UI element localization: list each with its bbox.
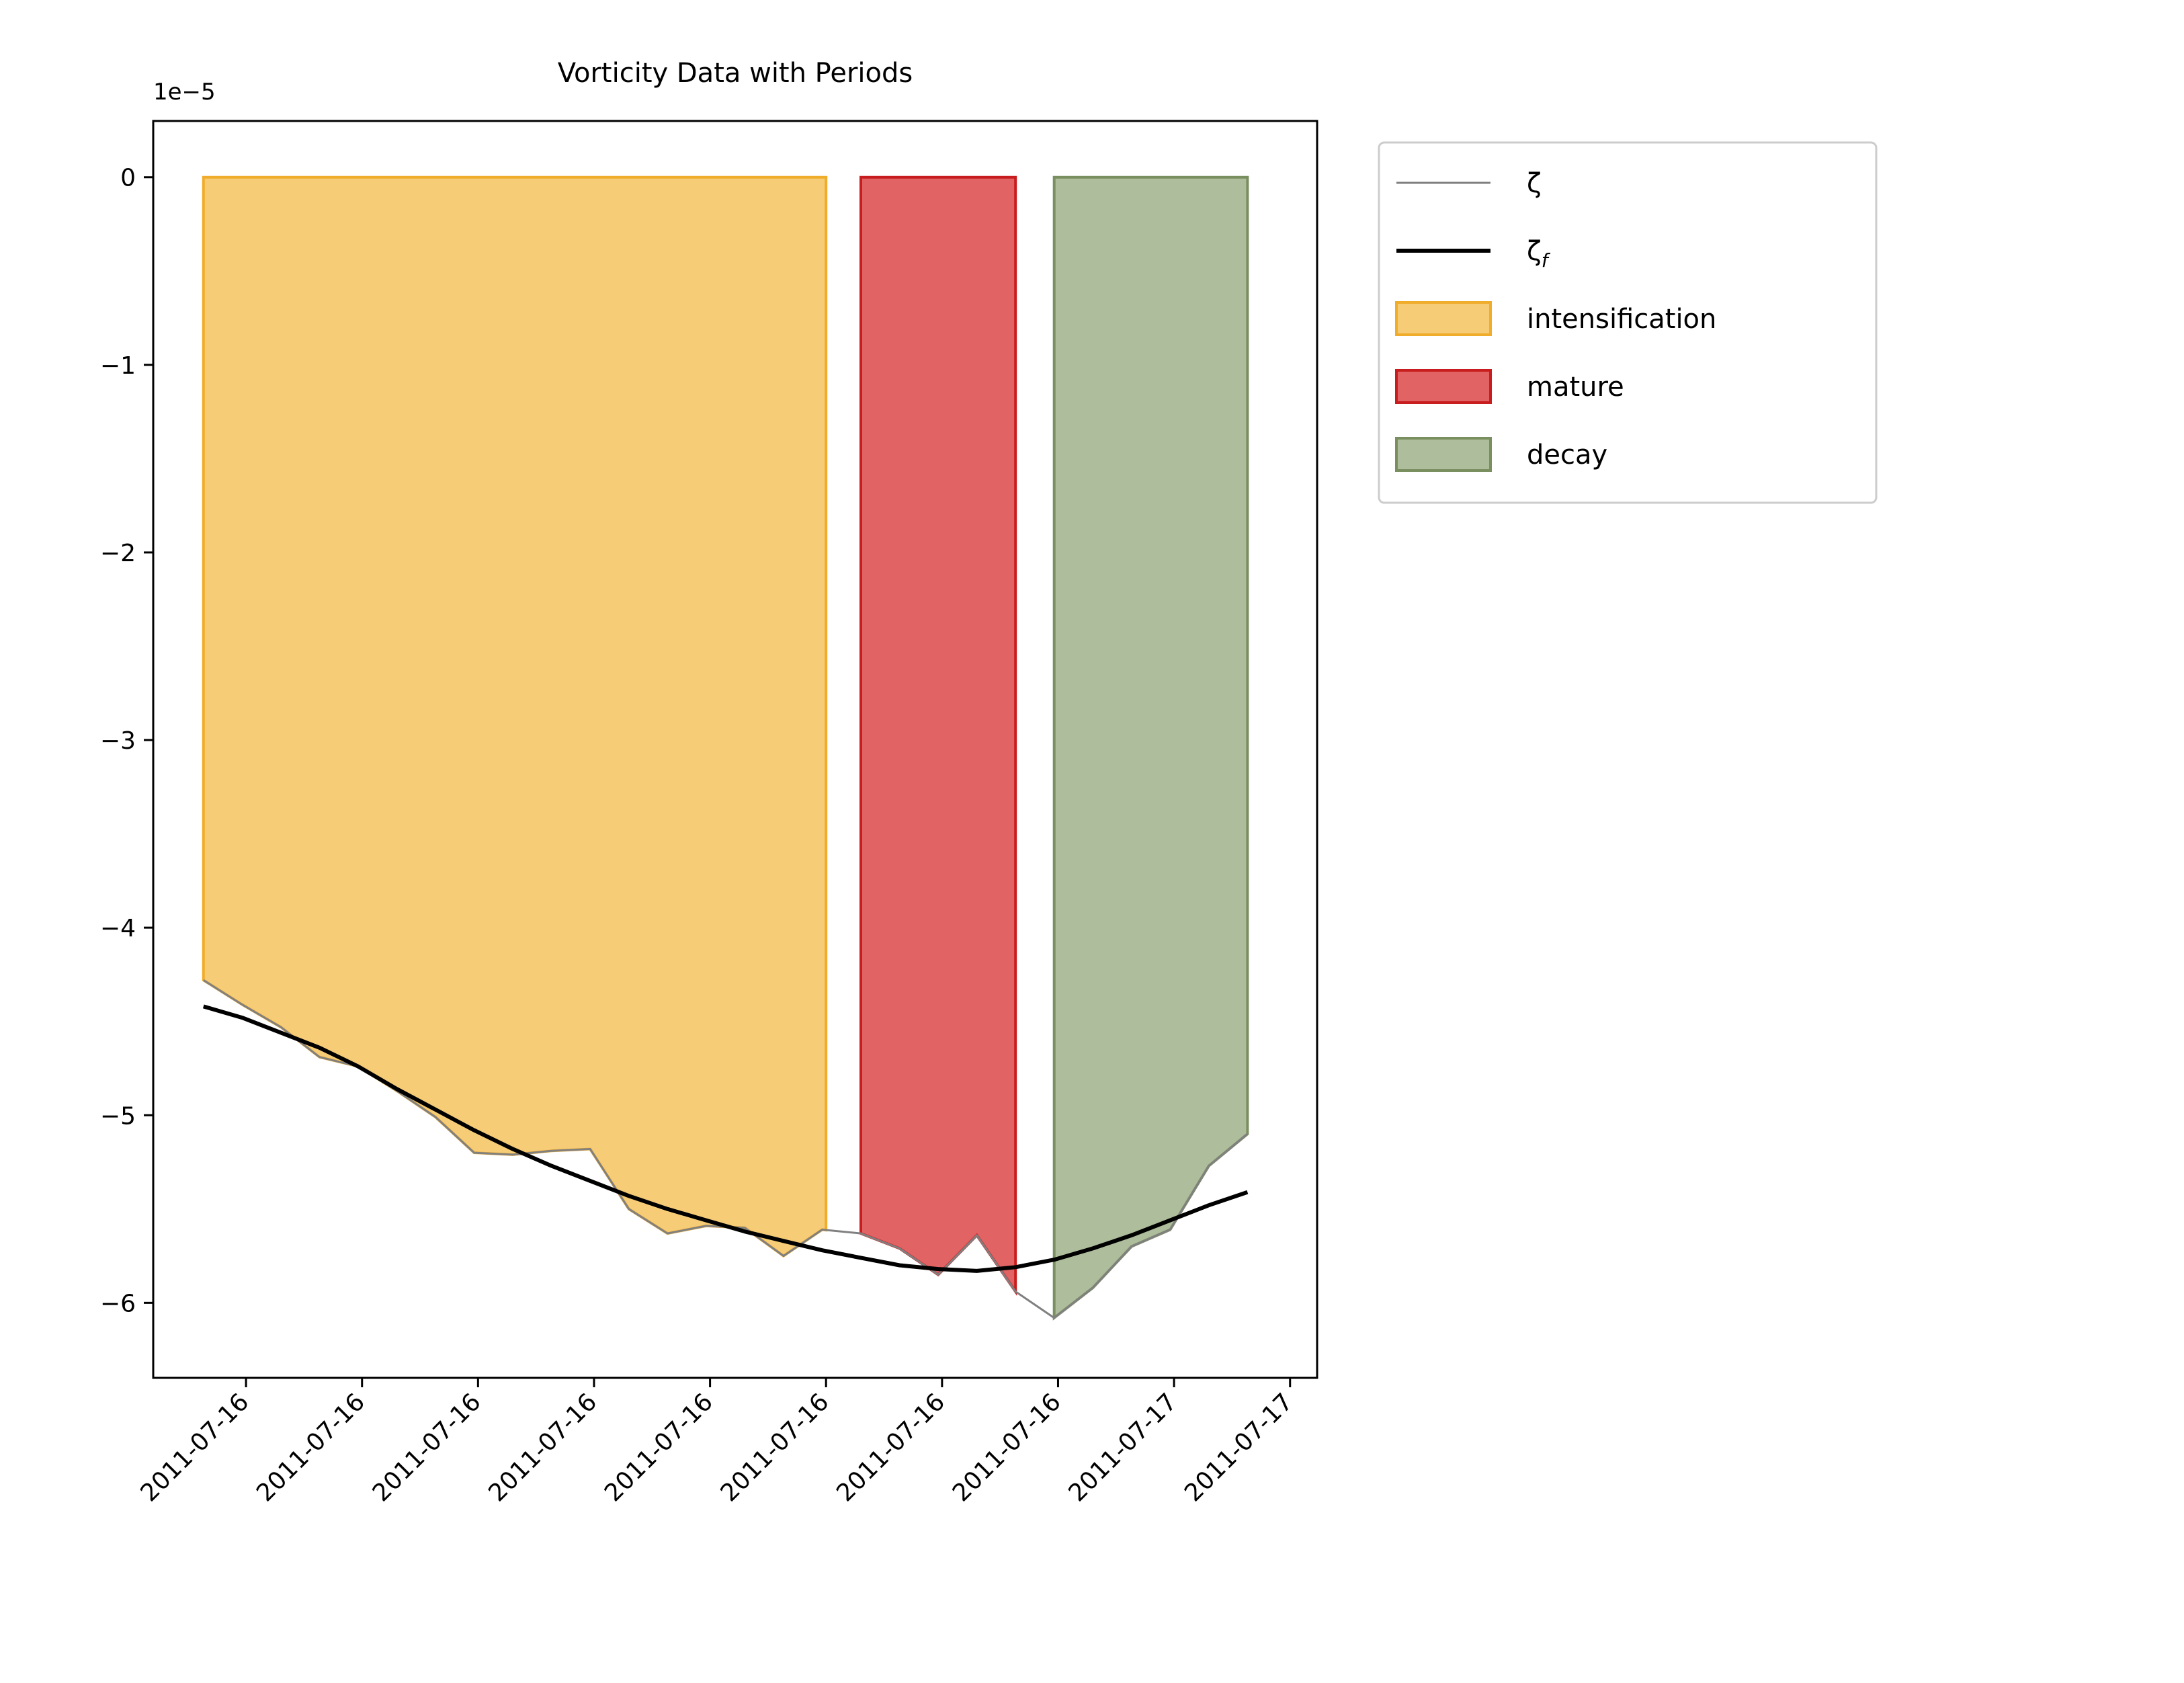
plot-frame (152, 120, 1318, 1379)
period-band-mature (859, 175, 1017, 1297)
legend-label: mature (1527, 372, 1624, 403)
y-tick-label: −3 (100, 727, 136, 755)
y-tick-label: −2 (100, 540, 136, 567)
y-tick-label: −1 (100, 352, 136, 380)
legend-item-mature: mature (1395, 369, 1624, 404)
legend-item-intensification: intensification (1395, 301, 1716, 336)
legend-label: decay (1527, 440, 1607, 470)
y-tick-label: 0 (120, 165, 136, 192)
y-tick-label: −5 (100, 1102, 136, 1130)
series-line-zeta-f (202, 1004, 1249, 1273)
y-axis-scale-label: 1e−5 (153, 79, 216, 106)
legend-box (1378, 141, 1878, 504)
legend-item-decay: decay (1395, 437, 1607, 472)
legend-label: intensification (1527, 304, 1716, 335)
y-tick-label: −6 (100, 1290, 136, 1317)
y-tick-label: −4 (100, 915, 136, 942)
legend-item-zeta: ζ (1396, 168, 1542, 199)
legend-swatch (1395, 437, 1492, 472)
period-band-decay (1052, 175, 1249, 1321)
chart-title: Vorticity Data with Periods (558, 58, 913, 89)
series-lines (202, 979, 1249, 1319)
legend-swatch (1395, 301, 1492, 336)
period-bands (202, 175, 1249, 1321)
legend-label: ζ (1527, 168, 1542, 199)
legend-swatch (1395, 369, 1492, 404)
